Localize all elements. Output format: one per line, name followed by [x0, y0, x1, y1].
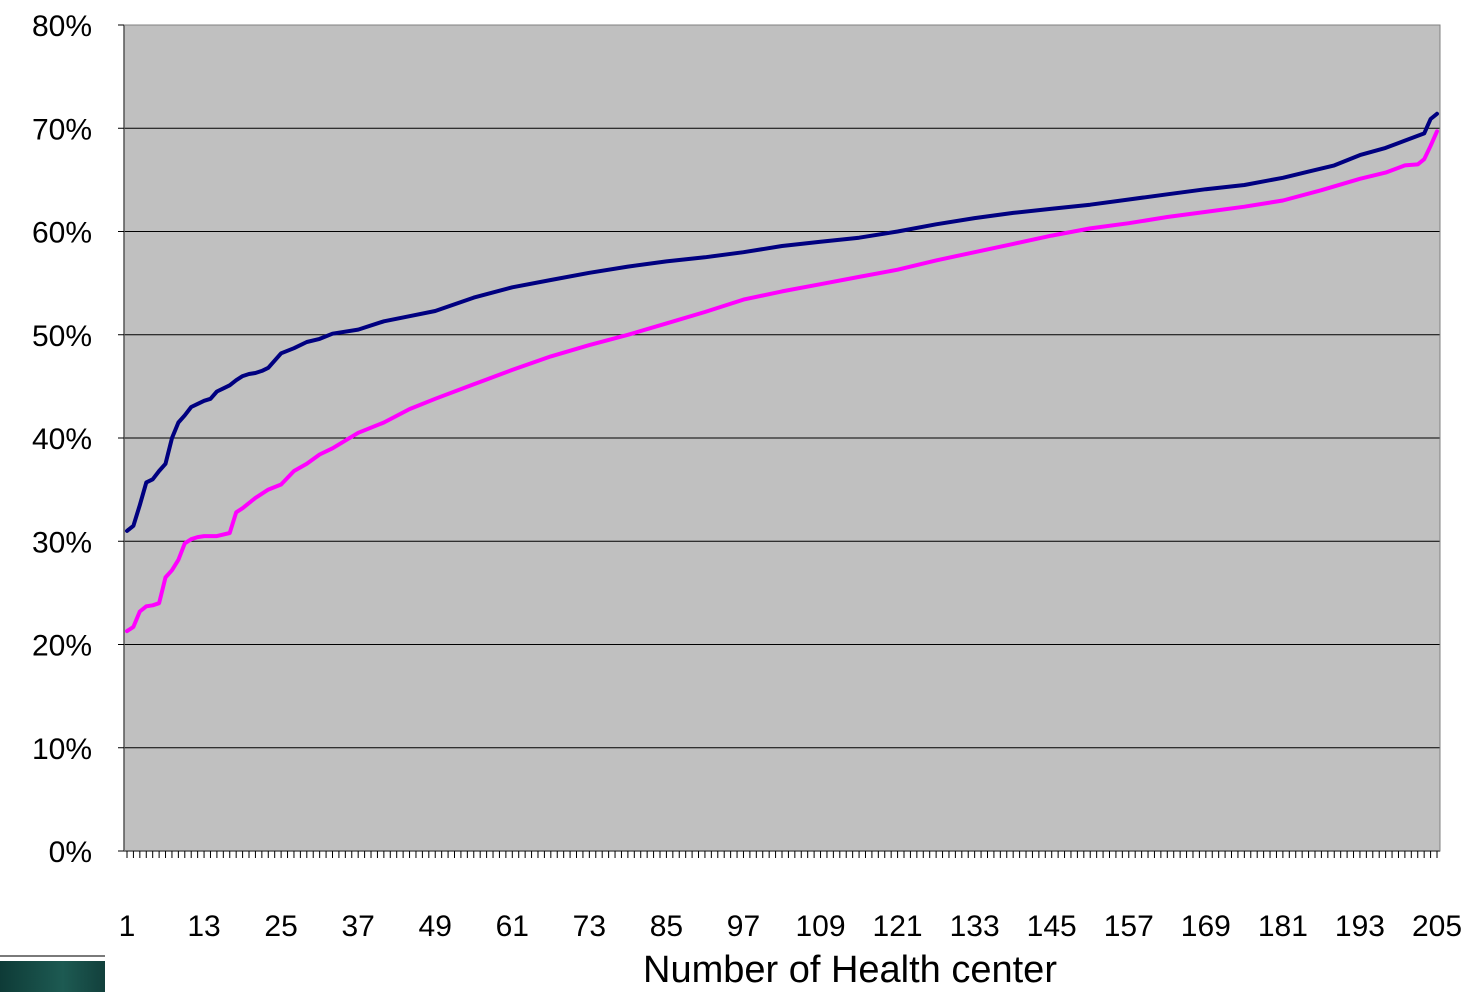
x-tick-label: 133: [950, 910, 1000, 943]
x-tick-label: 1: [119, 910, 136, 943]
x-tick-label: 49: [419, 910, 452, 943]
x-tick-label: 97: [727, 910, 760, 943]
logo-bar: [0, 955, 105, 957]
x-tick-label: 145: [1027, 910, 1077, 943]
x-tick-label: 169: [1181, 910, 1231, 943]
y-tick-label: 10%: [32, 733, 92, 766]
x-tick-label: 109: [795, 910, 845, 943]
y-tick-label: 80%: [32, 10, 92, 43]
logo-box: [0, 961, 105, 992]
x-tick-label: 61: [496, 910, 529, 943]
x-tick-label: 157: [1104, 910, 1154, 943]
series-line-2: [125, 129, 1439, 634]
y-tick-label: 0%: [49, 836, 92, 869]
x-axis-title: Number of Health center: [643, 949, 1057, 991]
x-tick-label: 73: [573, 910, 606, 943]
series-line-1: [125, 111, 1439, 533]
x-axis-minor-ticks: [126, 851, 1438, 858]
x-tick-label: 25: [264, 910, 297, 943]
x-tick-label: 181: [1258, 910, 1308, 943]
y-axis-tick-labels: 0% 10% 20% 30% 40% 50% 60% 70% 80%: [32, 10, 124, 869]
y-tick-label: 40%: [32, 423, 92, 456]
y-tick-label: 30%: [32, 526, 92, 559]
y-tick-label: 60%: [32, 217, 92, 250]
x-axis-tick-labels: 1 13 25 37 49 61 73 85 97 109 121 133 145 157 169 181 19…: [119, 910, 1462, 943]
series-lines: [125, 111, 1439, 634]
x-tick-label: 85: [650, 910, 683, 943]
x-tick-label: 205: [1412, 910, 1462, 943]
logo-corner-graphic: [0, 955, 105, 992]
y-tick-label: 20%: [32, 630, 92, 663]
x-tick-label: 193: [1335, 910, 1385, 943]
x-tick-label: 121: [873, 910, 923, 943]
y-tick-label: 50%: [32, 320, 92, 353]
x-tick-label: 13: [187, 910, 220, 943]
y-tick-label: 70%: [32, 113, 92, 146]
x-tick-label: 37: [341, 910, 374, 943]
